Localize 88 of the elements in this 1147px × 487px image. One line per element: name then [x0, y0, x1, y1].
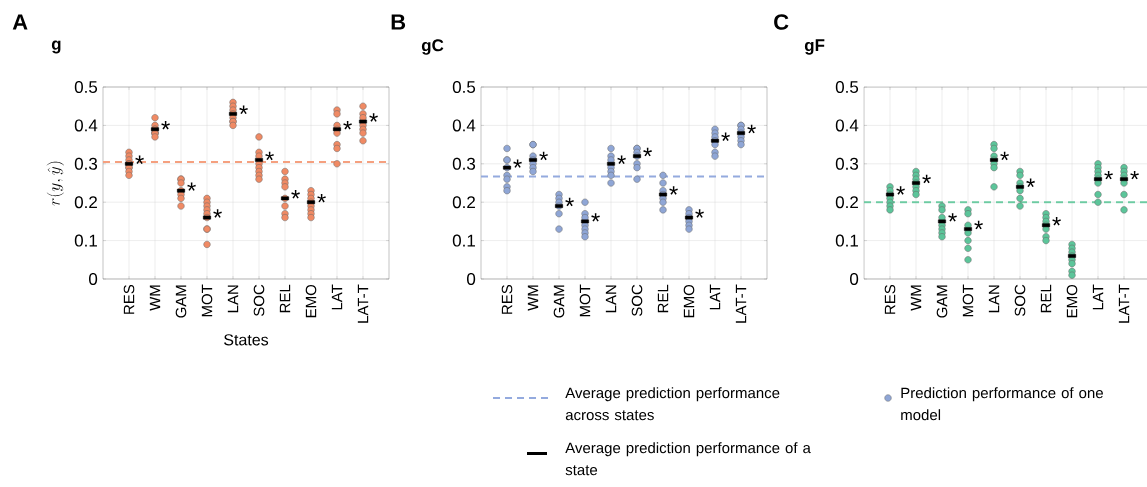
annotation: * [669, 186, 678, 195]
annotation: * [1000, 151, 1009, 161]
annotation: * [922, 174, 931, 184]
x-tick-label: LAN [605, 285, 617, 313]
y-tick-label: 0.4 [452, 119, 476, 132]
annotation: * [343, 120, 352, 130]
y-tick-label: 0 [467, 272, 476, 286]
x-tick-label: REL [279, 284, 291, 313]
annotation: * [539, 151, 548, 161]
annotation: * [1104, 170, 1113, 180]
legend-label: Prediction performance of one model [901, 387, 1103, 421]
x-axis-title: States [224, 334, 269, 346]
y-tick-label: 0.5 [452, 80, 476, 94]
x-tick-label: WM [149, 285, 161, 311]
y-tick-label: 0.1 [74, 234, 97, 247]
y-tick-label: 0.1 [835, 234, 858, 247]
x-tick-label: SOC [631, 284, 643, 317]
annotation: * [896, 186, 905, 195]
y-tick-label: 0.3 [74, 157, 98, 170]
x-tick-label: RES [501, 284, 513, 314]
legend-label: Average prediction performance of a state [565, 442, 811, 476]
annotation: * [213, 209, 222, 218]
y-tick-label: 0.1 [452, 234, 475, 247]
annotation: * [591, 213, 600, 222]
x-tick-label: GAM [936, 285, 948, 318]
y-tick-label: 0 [850, 272, 859, 286]
annotation: * [265, 151, 274, 161]
x-tick-label: MOT [962, 284, 974, 317]
annotation: * [948, 213, 957, 222]
x-tick-label: WM [527, 285, 539, 311]
chart-subtitle: gC [421, 39, 444, 55]
annotation: * [161, 120, 170, 130]
y-tick-label: 0.3 [452, 157, 476, 170]
x-tick-label: LAT-T [735, 284, 747, 323]
x-tick-label: SOC [1014, 284, 1026, 317]
x-tick-label: MOT [579, 284, 591, 317]
chart-subtitle: g [51, 40, 61, 54]
y-tick-label: 0.2 [835, 196, 858, 209]
x-tick-label: GAM [175, 285, 187, 318]
x-tick-label: EMO [1066, 284, 1078, 318]
annotation: * [643, 147, 652, 157]
chart-title: C [774, 14, 789, 30]
y-tick-label: 0 [89, 272, 98, 286]
annotation: * [747, 124, 756, 134]
y-tick-label: 0.2 [452, 196, 475, 209]
annotation: * [317, 193, 326, 203]
annotation: * [135, 155, 144, 164]
annotation: * [617, 155, 626, 164]
y-tick-label: 0.3 [835, 157, 859, 170]
annotation: * [1026, 178, 1035, 188]
chart-subtitle: gF [804, 39, 825, 55]
x-tick-label: LAT [331, 284, 343, 310]
x-tick-label: SOC [253, 284, 265, 317]
chart-title: B [391, 14, 406, 30]
y-tick-label: 0.4 [74, 119, 98, 132]
x-tick-label: GAM [553, 285, 565, 318]
x-tick-label: RES [123, 284, 135, 314]
annotation: * [291, 190, 300, 199]
y-axis-title: $r(y,\hat{y})$ [46, 161, 64, 206]
annotation: * [513, 159, 522, 168]
x-tick-label: WM [910, 285, 922, 311]
annotation: * [187, 182, 196, 191]
x-tick-label: REL [657, 284, 669, 313]
y-tick-label: 0.2 [74, 196, 97, 209]
x-tick-label: EMO [305, 284, 317, 318]
annotation: * [695, 209, 704, 218]
y-tick-label: 0.5 [74, 80, 98, 94]
x-tick-label: REL [1040, 284, 1052, 313]
y-tick-label: 0.5 [835, 80, 859, 94]
x-tick-label: MOT [201, 284, 213, 317]
annotation: * [1052, 216, 1061, 226]
x-tick-label: LAN [988, 285, 1000, 313]
x-tick-label: EMO [683, 284, 695, 318]
x-tick-label: RES [884, 284, 896, 314]
annotation: * [239, 105, 248, 115]
x-tick-label: LAT-T [1118, 284, 1130, 323]
annotation: * [565, 197, 574, 207]
x-tick-label: LAT [709, 284, 721, 310]
x-tick-label: LAT-T [357, 284, 369, 323]
x-tick-label: LAT [1092, 284, 1104, 310]
annotation: * [974, 220, 983, 230]
chart-title: A [12, 14, 28, 30]
x-tick-label: LAN [227, 285, 239, 313]
legend-label: Average prediction performance across states [565, 387, 780, 421]
annotation: * [1130, 170, 1139, 180]
y-tick-label: 0.4 [835, 119, 859, 132]
annotation: * [369, 113, 378, 122]
annotation: * [721, 132, 730, 141]
